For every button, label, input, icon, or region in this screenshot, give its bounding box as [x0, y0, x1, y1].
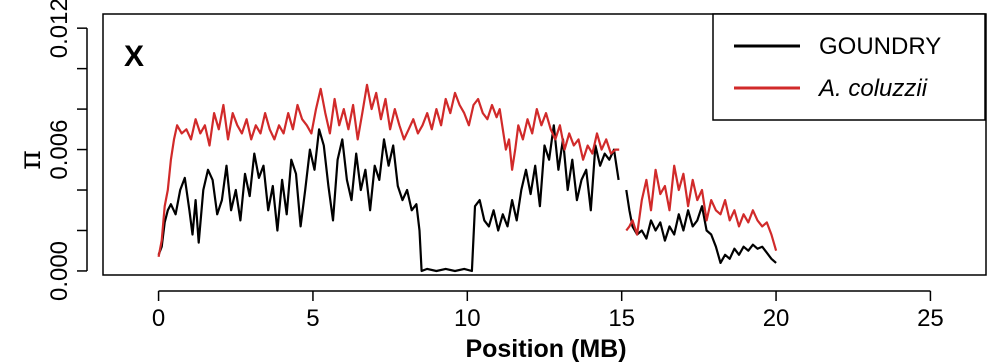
panel-label: X: [124, 40, 144, 73]
plot-border: [102, 13, 987, 276]
y-tick-label-3: 0.006: [46, 120, 73, 180]
y-tick-label-0: 0.000: [46, 241, 73, 301]
x-axis-title: Position (MB): [465, 335, 626, 363]
x-tick-label-25: 25: [917, 305, 944, 332]
series-layer: [157, 83, 778, 273]
x-tick-label-15: 15: [608, 305, 635, 332]
legend-box: [712, 13, 986, 121]
series-line-goundry-segment-2: [625, 189, 777, 264]
y-axis-title: π: [13, 150, 48, 170]
plot-frame: [102, 13, 987, 276]
series-line-goundry-segment-1: [157, 124, 620, 273]
x-tick-label-20: 20: [763, 305, 790, 332]
series-line-a-coluzzii-segment-2: [625, 164, 778, 252]
series-line-a-coluzzii-segment-1: [157, 83, 620, 258]
x-axis: 0 5 10 15 20 25: [152, 290, 944, 332]
legend-label-coluzzii: A. coluzzii: [817, 75, 928, 102]
x-tick-label-0: 0: [152, 305, 165, 332]
legend-label-goundry: GOUNDRY: [819, 33, 941, 60]
legend: GOUNDRY A. coluzzii: [712, 13, 986, 121]
y-axis: 0.000 0.006 0.012: [46, 0, 88, 301]
x-tick-label-10: 10: [454, 305, 481, 332]
y-tick-label-6: 0.012: [46, 0, 73, 58]
x-tick-label-5: 5: [306, 305, 319, 332]
